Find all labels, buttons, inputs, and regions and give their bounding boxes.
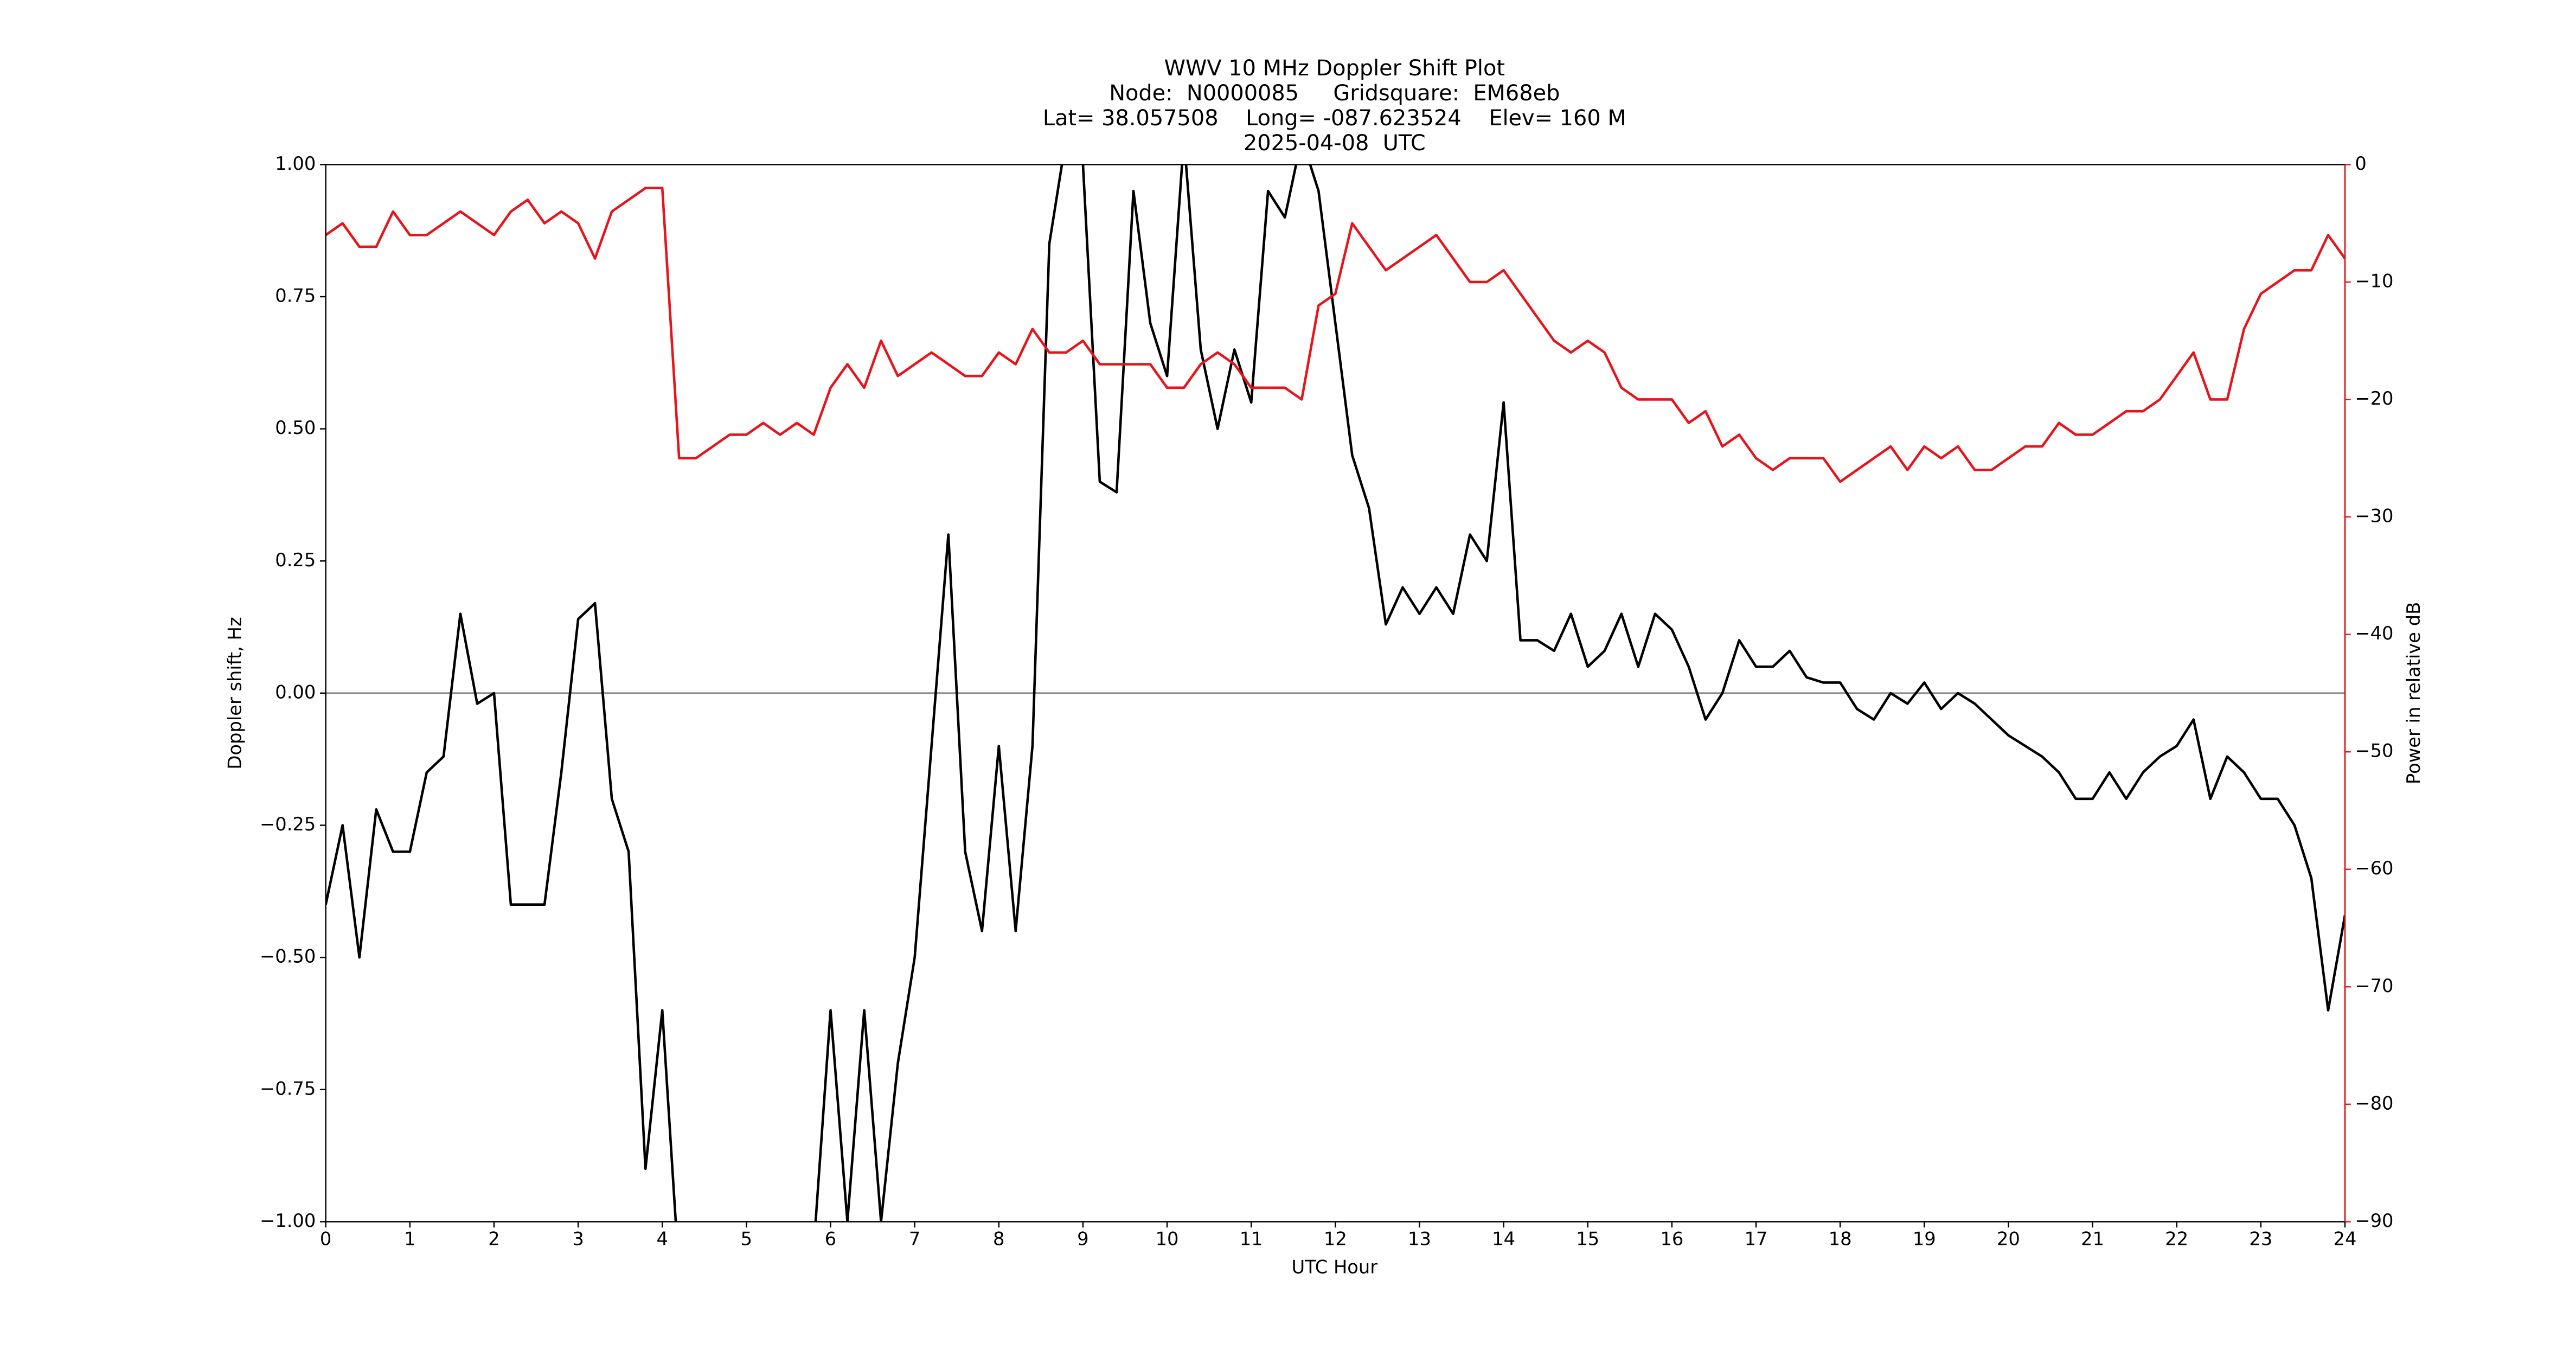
x-tick-label: 1 [404, 1229, 415, 1250]
chart-title: WWV 10 MHz Doppler Shift Plot [1164, 56, 1505, 81]
y2-tick-label: −50 [2355, 740, 2393, 762]
x-tick-label: 15 [1576, 1229, 1599, 1250]
y-tick-label: 0.25 [275, 549, 316, 571]
data-line [325, 187, 2346, 483]
x-tick-label: 13 [1408, 1229, 1431, 1250]
x-tick-label: 21 [2081, 1229, 2104, 1250]
x-tick-label: 14 [1492, 1229, 1515, 1250]
chart-subtitle: Node: N0000085 Gridsquare: EM68eb [1109, 81, 1560, 106]
x-tick-label: 11 [1240, 1229, 1263, 1250]
x-tick-label: 16 [1660, 1229, 1683, 1250]
y-tick-label: 1.00 [275, 153, 316, 174]
chart-subtitle: Lat= 38.057508 Long= -087.623524 Elev= 1… [1043, 106, 1626, 131]
y2-tick-label: −10 [2355, 270, 2393, 291]
x-tick-label: 9 [1077, 1229, 1088, 1250]
y-tick-label: 0.00 [275, 681, 316, 702]
x-tick-label: 8 [993, 1229, 1004, 1250]
y-tick-label: −1.00 [260, 1210, 316, 1231]
y-tick-label: 0.50 [275, 417, 316, 438]
y2-tick-label: −60 [2355, 858, 2393, 879]
x-tick-label: 18 [1829, 1229, 1852, 1250]
x-tick-label: 17 [1745, 1229, 1768, 1250]
x-tick-label: 7 [909, 1229, 920, 1250]
x-tick-label: 10 [1156, 1229, 1179, 1250]
y-tick-label: −0.50 [260, 946, 316, 967]
x-tick-label: 3 [572, 1229, 584, 1250]
x-tick-label: 0 [320, 1229, 331, 1250]
x-tick-label: 12 [1324, 1229, 1347, 1250]
y2-tick-label: −30 [2355, 506, 2393, 527]
x-tick-label: 24 [2334, 1229, 2357, 1250]
y2-tick-label: −20 [2355, 388, 2393, 409]
y-tick-label: 0.75 [275, 285, 316, 306]
y2-tick-label: −70 [2355, 975, 2393, 996]
x-tick-label: 2 [488, 1229, 499, 1250]
y-tick-label: −0.75 [260, 1078, 316, 1099]
y2-tick-label: 0 [2355, 153, 2366, 174]
x-tick-label: 22 [2165, 1229, 2188, 1250]
y2-tick-label: −80 [2355, 1092, 2393, 1114]
y2-tick-label: −40 [2355, 623, 2393, 644]
x-tick-label: 6 [825, 1229, 836, 1250]
x-tick-label: 19 [1913, 1229, 1936, 1250]
data-line [325, 164, 2346, 1222]
x-tick-label: 5 [741, 1229, 752, 1250]
y2-axis-label: Power in relative dB [2403, 602, 2424, 784]
x-tick-label: 20 [1997, 1229, 2020, 1250]
chart-subtitle: 2025-04-08 UTC [1244, 131, 1426, 156]
y-tick-label: −0.25 [260, 814, 316, 835]
x-tick-label: 4 [657, 1229, 668, 1250]
y-axis-label: Doppler shift, Hz [225, 617, 246, 769]
y2-tick-label: −90 [2355, 1210, 2393, 1231]
x-tick-label: 23 [2249, 1229, 2272, 1250]
x-axis-label: UTC Hour [1291, 1257, 1377, 1278]
